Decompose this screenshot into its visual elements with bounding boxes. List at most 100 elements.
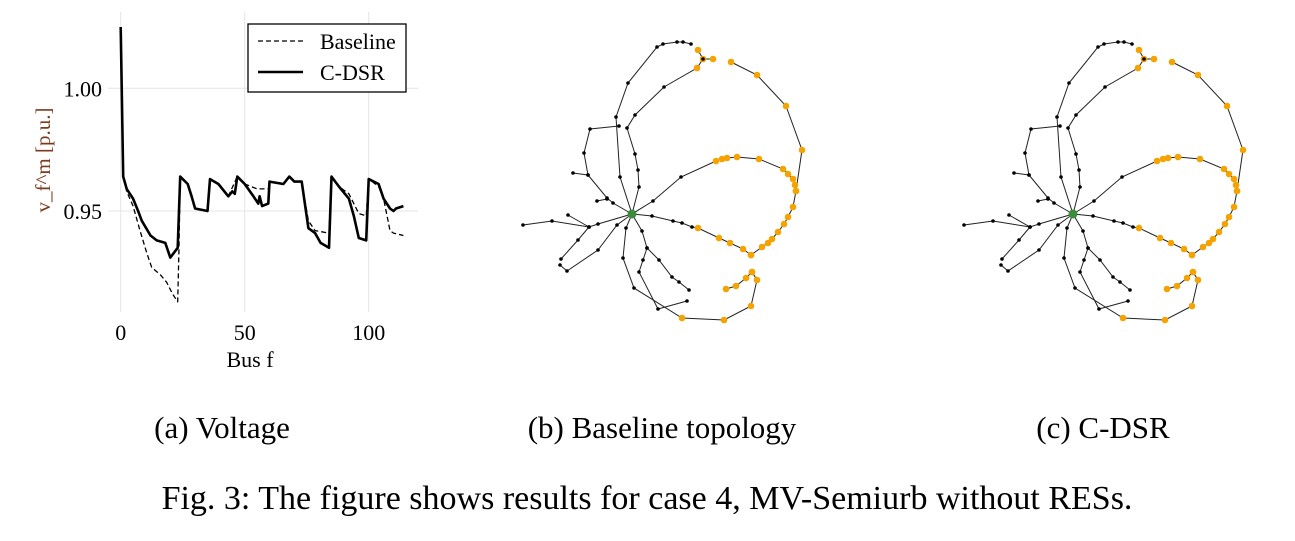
bus-node <box>1126 299 1130 303</box>
res-node <box>1223 102 1231 110</box>
res-node <box>789 203 797 211</box>
res-node <box>718 155 726 163</box>
bus-node <box>679 175 683 179</box>
res-node <box>733 153 741 161</box>
bus-node <box>675 40 679 44</box>
series-lines <box>119 26 404 303</box>
res-node <box>1230 175 1238 183</box>
res-node <box>1189 268 1197 276</box>
bus-node <box>1111 275 1115 279</box>
caption-a: (a) Voltage <box>154 410 290 445</box>
graph-edge <box>583 125 633 215</box>
bus-node <box>1118 280 1122 284</box>
bus-node <box>689 42 693 46</box>
bus-node <box>1077 168 1081 172</box>
bus-node <box>1074 113 1078 117</box>
bus-node <box>1096 45 1100 49</box>
bus-node <box>1078 185 1082 189</box>
bus-node <box>1121 221 1125 225</box>
bus-node <box>651 199 655 203</box>
bus-node <box>680 221 684 225</box>
bus-node <box>1120 175 1124 179</box>
bus-node <box>1091 214 1095 218</box>
res-node <box>1135 46 1143 54</box>
res-node <box>755 155 763 163</box>
x-axis-label: Bus f <box>226 347 274 372</box>
bus-node <box>595 199 599 203</box>
bus-node <box>1029 127 1033 131</box>
bus-node <box>677 280 681 284</box>
res-node <box>1134 64 1142 72</box>
res-node <box>1209 235 1217 243</box>
res-node <box>694 46 702 54</box>
bus-node <box>1023 151 1027 155</box>
bus-node <box>521 223 525 227</box>
res-node <box>764 239 772 247</box>
caption-b: (b) Baseline topology <box>527 410 797 445</box>
graph-edge <box>631 213 752 256</box>
res-node <box>1168 58 1176 66</box>
res-node <box>747 251 755 259</box>
res-node <box>1159 155 1167 163</box>
bus-node <box>1082 258 1086 262</box>
x-tick-label: 100 <box>352 320 385 345</box>
res-node <box>784 213 792 221</box>
res-node <box>715 234 723 242</box>
graph-edge <box>1001 226 1031 260</box>
bus-node <box>632 286 636 290</box>
graph-edge <box>1072 213 1131 291</box>
bus-node <box>588 127 592 131</box>
res-node <box>1180 245 1188 253</box>
bus-node <box>550 219 554 223</box>
res-node <box>1188 251 1196 259</box>
tick-labels: 0 50 100 0.95 1.00 <box>64 76 386 345</box>
bus-node <box>1059 175 1063 179</box>
legend: Baseline C-DSR <box>247 23 407 93</box>
res-node <box>791 181 799 189</box>
baseline-topology-graph <box>521 40 806 324</box>
bus-node <box>1092 199 1096 203</box>
bus-node <box>1007 213 1011 217</box>
res-node <box>1161 316 1169 324</box>
bus-node <box>1062 256 1066 260</box>
graph-edge <box>725 271 753 290</box>
res-node <box>1199 243 1207 251</box>
bus-node <box>1027 173 1031 177</box>
graph-edge <box>1008 214 1031 228</box>
res-node <box>722 285 730 293</box>
bus-node <box>636 168 640 172</box>
res-node <box>1196 155 1204 163</box>
bus-node <box>999 263 1003 267</box>
bus-node <box>611 201 615 205</box>
figure-caption: Fig. 3: The figure shows results for cas… <box>161 480 1133 517</box>
res-node <box>1194 276 1202 284</box>
y-axis-label: v_f^m [p.u.] <box>31 108 55 213</box>
x-tick-label: 0 <box>115 320 126 345</box>
bus-node <box>1017 238 1021 242</box>
graph-edge <box>559 213 633 272</box>
graph-edge <box>626 49 704 215</box>
res-node <box>720 316 728 324</box>
res-node <box>779 165 787 173</box>
res-node <box>1205 239 1213 247</box>
bus-node <box>1081 229 1085 233</box>
substation-node <box>627 209 637 219</box>
res-node <box>1232 181 1240 189</box>
res-node <box>792 187 800 195</box>
res-node <box>1194 71 1202 79</box>
graph-edge <box>1013 172 1030 176</box>
substation-node <box>1068 209 1078 219</box>
res-node <box>742 274 750 282</box>
bus-node <box>1131 225 1135 229</box>
bus-node <box>656 307 660 311</box>
cdsr-topology-graph <box>962 40 1247 324</box>
bus-node <box>637 270 641 274</box>
res-node <box>693 64 701 72</box>
x-tick-label: 50 <box>234 320 256 345</box>
bus-node <box>576 238 580 242</box>
bus-node <box>1097 307 1101 311</box>
bus-node <box>1116 40 1120 44</box>
bus-node <box>637 185 641 189</box>
res-node <box>1173 282 1181 290</box>
